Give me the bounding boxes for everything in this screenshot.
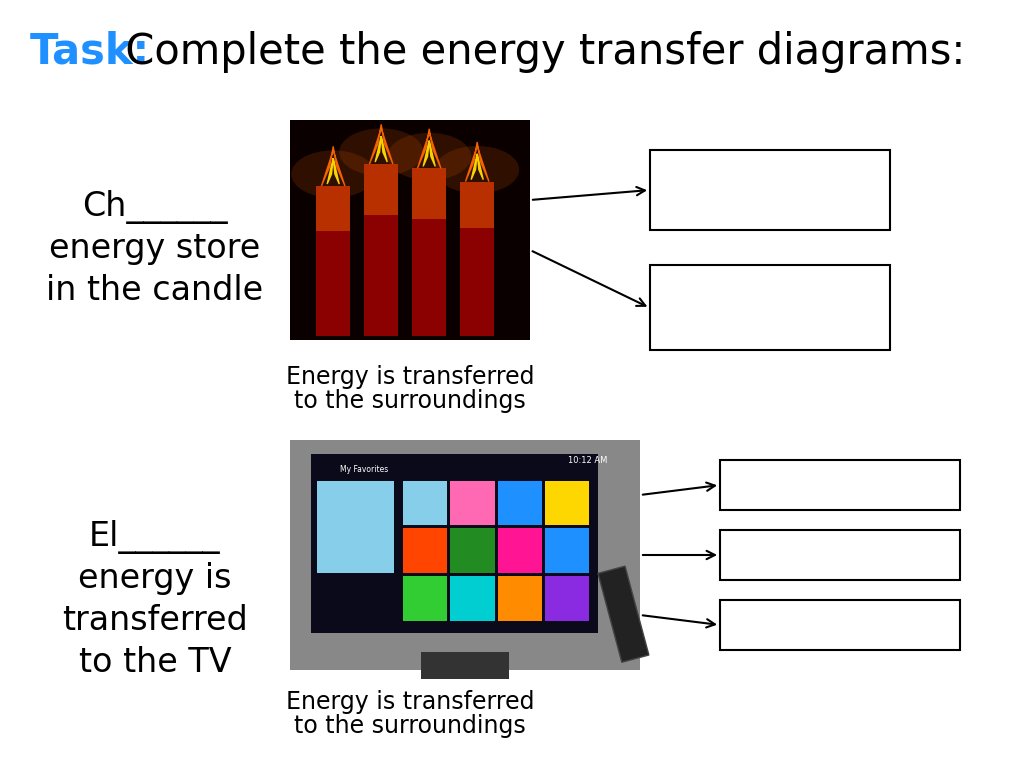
Text: Complete the energy transfer diagrams:: Complete the energy transfer diagrams: — [112, 31, 966, 73]
Bar — [545, 481, 590, 525]
Bar — [365, 164, 398, 336]
Bar — [498, 481, 542, 525]
Bar — [461, 181, 494, 336]
Bar — [402, 528, 447, 573]
Bar — [451, 528, 495, 573]
Text: in the candle: in the candle — [46, 274, 263, 307]
Bar — [451, 576, 495, 621]
Polygon shape — [322, 147, 345, 186]
Bar — [413, 168, 446, 336]
Bar — [402, 481, 447, 525]
Bar — [720, 600, 961, 650]
Bar — [498, 528, 542, 573]
Bar — [545, 576, 590, 621]
Bar — [365, 164, 398, 216]
Bar — [316, 186, 350, 231]
Bar — [421, 651, 509, 679]
Ellipse shape — [387, 133, 471, 180]
Bar — [451, 481, 495, 525]
Bar — [650, 265, 890, 350]
Bar — [402, 576, 447, 621]
Polygon shape — [370, 124, 393, 164]
Text: energy is: energy is — [78, 562, 231, 595]
Bar — [461, 181, 494, 228]
Ellipse shape — [435, 146, 519, 194]
Text: transferred: transferred — [62, 604, 248, 637]
Text: Energy is transferred: Energy is transferred — [286, 690, 535, 714]
Text: My Favorites: My Favorites — [340, 465, 388, 475]
Bar — [290, 120, 530, 340]
Bar — [311, 454, 598, 633]
Bar — [413, 168, 446, 219]
Polygon shape — [418, 129, 441, 168]
Bar — [290, 440, 640, 670]
Bar — [650, 150, 890, 230]
Polygon shape — [375, 136, 387, 162]
Bar — [498, 576, 542, 621]
Polygon shape — [471, 154, 483, 180]
Text: El______: El______ — [89, 520, 221, 554]
Ellipse shape — [339, 128, 423, 176]
Text: energy store: energy store — [49, 232, 261, 265]
Polygon shape — [327, 158, 339, 184]
Polygon shape — [423, 141, 435, 167]
Bar — [720, 460, 961, 510]
Text: to the TV: to the TV — [79, 646, 231, 679]
Text: 10:12 AM: 10:12 AM — [568, 456, 607, 465]
Bar — [545, 528, 590, 573]
Bar — [316, 481, 394, 573]
Text: Ch______: Ch______ — [82, 190, 227, 224]
Bar — [316, 186, 350, 336]
Bar — [720, 530, 961, 580]
Text: Task:: Task: — [30, 31, 151, 73]
Text: to the surroundings: to the surroundings — [294, 714, 526, 738]
Ellipse shape — [291, 151, 375, 198]
Text: to the surroundings: to the surroundings — [294, 389, 526, 413]
Text: Energy is transferred: Energy is transferred — [286, 365, 535, 389]
Polygon shape — [466, 142, 489, 181]
Bar — [598, 566, 649, 662]
